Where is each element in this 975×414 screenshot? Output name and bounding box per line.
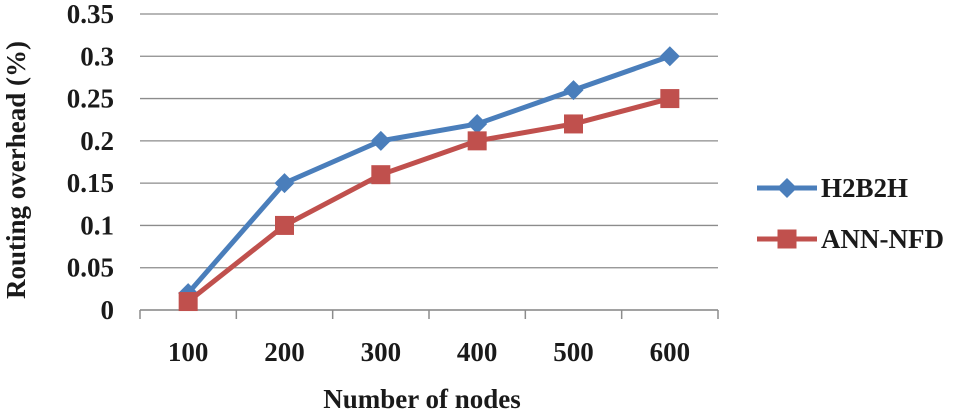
x-axis: [139, 309, 719, 319]
legend-item: ANN-NFD: [757, 224, 944, 254]
gridlines: [140, 13, 718, 311]
x-tick-label: 400: [457, 337, 498, 367]
legend-marker: [777, 229, 797, 249]
data-point: [467, 113, 488, 134]
y-tick-label: 0.15: [67, 168, 114, 198]
series-ann-nfd: [178, 89, 680, 312]
y-tick-label: 0.3: [80, 41, 114, 71]
y-tick-label: 0.1: [80, 210, 114, 240]
y-axis-title: Routing overhead (%): [1, 41, 31, 299]
y-tick-label: 0.35: [67, 0, 114, 29]
x-tick-labels: 100 200 300 400 500 600: [168, 337, 690, 367]
y-tick-label: 0.05: [67, 253, 114, 283]
legend-marker: [777, 178, 797, 198]
data-point: [564, 114, 583, 134]
y-tick-label: 0.25: [67, 84, 114, 114]
data-point: [659, 46, 680, 67]
legend-label: H2B2H: [821, 173, 908, 203]
series-line: [186, 53, 671, 295]
series-h2b2h: [178, 46, 680, 304]
x-tick-label: 500: [553, 337, 594, 367]
data-point: [370, 130, 391, 151]
x-axis-title: Number of nodes: [323, 384, 521, 414]
x-tick-label: 600: [650, 337, 691, 367]
data-point: [660, 89, 680, 109]
data-point: [275, 215, 294, 235]
data-point: [178, 292, 198, 312]
data-point: [467, 131, 487, 151]
x-tick-label: 200: [264, 337, 305, 367]
legend-label: ANN-NFD: [821, 224, 944, 254]
y-tick-labels: 0 0.05 0.1 0.15 0.2 0.25 0.3 0.35: [67, 0, 114, 325]
x-tick-label: 100: [168, 337, 209, 367]
legend-item: H2B2H: [757, 173, 908, 203]
data-point: [274, 173, 295, 194]
data-point: [371, 165, 391, 185]
series-line: [186, 96, 671, 304]
y-tick-label: 0.2: [80, 126, 114, 156]
data-point: [563, 80, 584, 101]
x-tick-label: 300: [361, 337, 402, 367]
legend: H2B2H ANN-NFD: [757, 173, 944, 254]
series-group: [178, 46, 680, 312]
y-tick-label: 0: [101, 295, 115, 325]
